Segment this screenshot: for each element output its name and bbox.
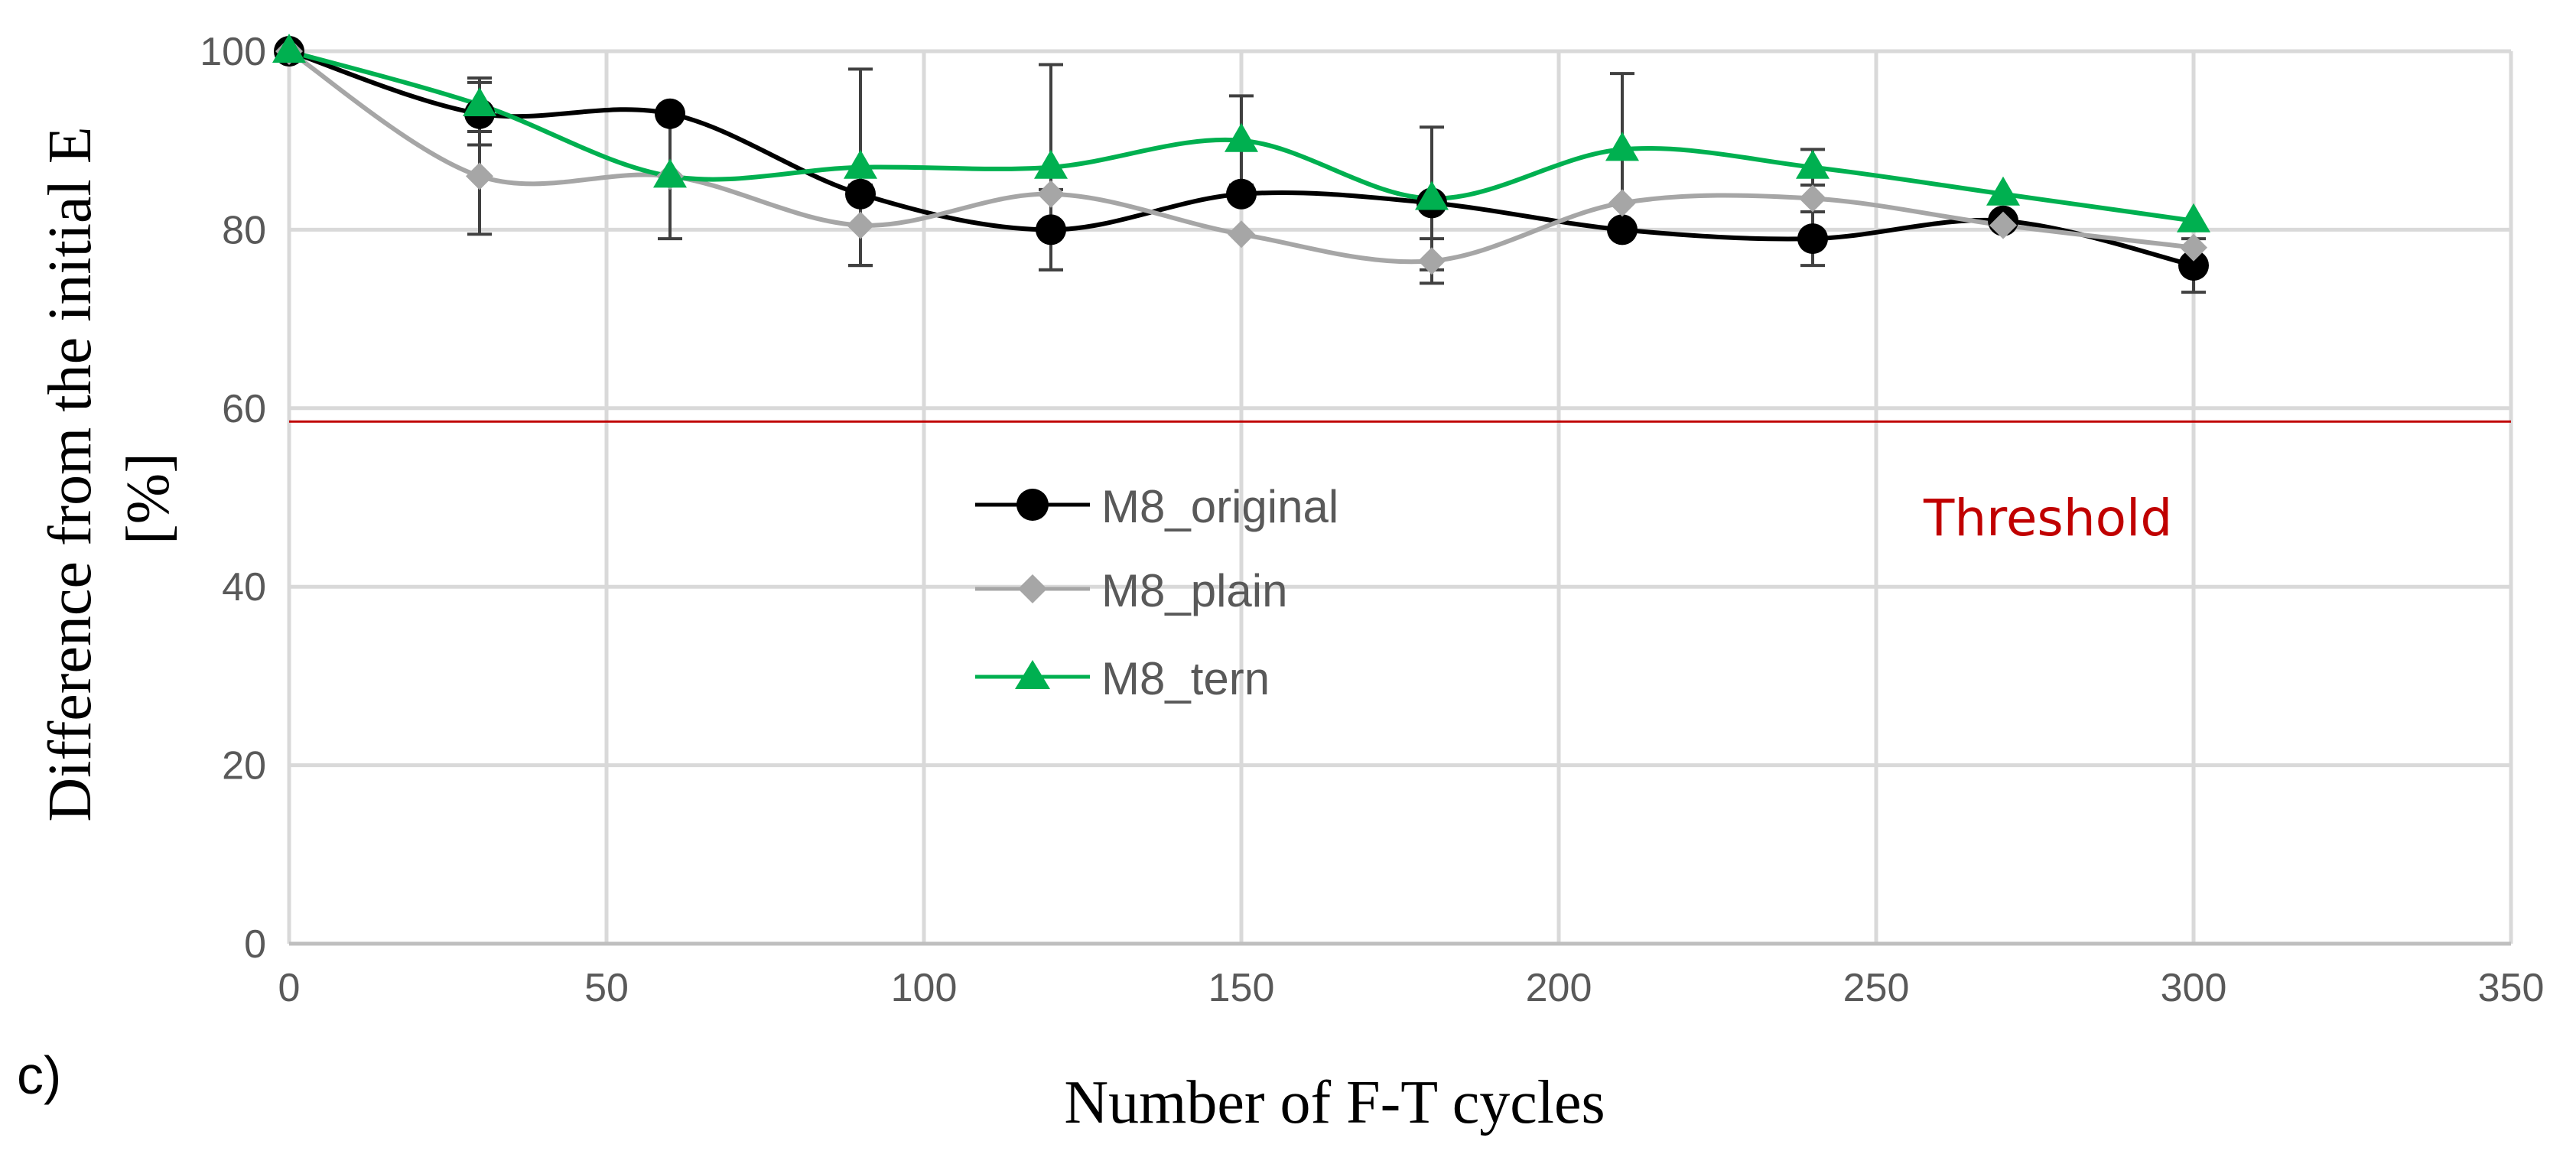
data-point-m8-original-210 (1607, 214, 1638, 245)
y-tick-label-80: 80 (222, 208, 266, 252)
x-tick-label-0: 0 (278, 966, 301, 1010)
series-line-m8-plain (288, 49, 2194, 265)
legend-item-m8-tern: M8_tern (975, 653, 1270, 704)
x-tick-label-200: 200 (1526, 966, 1592, 1010)
data-point-m8-original-150 (1226, 178, 1257, 210)
x-tick-label-350: 350 (2478, 966, 2545, 1010)
y-tick-label-20: 20 (222, 744, 266, 788)
data-point-m8-plain-300 (2180, 233, 2207, 262)
x-tick-label-100: 100 (891, 966, 958, 1010)
data-point-m8-original-120 (1036, 214, 1066, 245)
legend-item-m8-plain: M8_plain (975, 565, 1288, 616)
data-point-m8-plain-210 (1608, 189, 1636, 217)
data-point-m8-plain-270 (1989, 211, 2017, 239)
y-tick-label-40: 40 (222, 565, 266, 610)
data-point-m8-tern-180 (1415, 180, 1449, 210)
legend-label-m8-original: M8_original (1101, 481, 1338, 532)
data-point-m8-tern-60 (653, 158, 687, 188)
data-point-m8-plain-150 (1228, 220, 1255, 249)
panel-label: c) (17, 1045, 61, 1105)
data-point-m8-tern-120 (1034, 149, 1068, 179)
y-tick-label-0: 0 (244, 922, 266, 967)
data-point-m8-tern-30 (463, 87, 496, 117)
data-point-m8-plain-120 (1037, 180, 1065, 208)
x-tick-label-150: 150 (1208, 966, 1275, 1010)
x-axis-title: Number of F-T cycles (1064, 1069, 1605, 1136)
data-point-m8-tern-270 (1986, 176, 2020, 206)
data-point-m8-tern-210 (1605, 132, 1639, 161)
data-point-m8-tern-240 (1796, 149, 1830, 179)
data-point-m8-plain-180 (1418, 247, 1446, 275)
series-markers (272, 34, 2210, 281)
legend-label-m8-plain: M8_plain (1101, 565, 1288, 616)
x-tick-label-250: 250 (1843, 966, 1910, 1010)
data-point-m8-original-90 (845, 178, 876, 210)
data-point-m8-original-300 (2178, 250, 2209, 281)
y-axis-title-line1: Difference from the initial E (37, 126, 104, 821)
data-point-m8-plain-30 (466, 162, 493, 190)
data-point-m8-original-240 (1797, 223, 1828, 255)
tick-labels: 0 50 100 150 200 250 300 350 0 20 40 60 80 100 (200, 30, 2544, 1010)
data-point-m8-tern-300 (2177, 203, 2210, 232)
x-tick-label-300: 300 (2161, 966, 2227, 1010)
data-point-m8-plain-240 (1799, 184, 1826, 213)
threshold-label: Threshold (1923, 489, 2172, 548)
data-point-m8-tern-150 (1225, 122, 1258, 152)
legend: M8_original M8_plain M8_tern (975, 481, 1338, 704)
data-point-m8-original-60 (655, 98, 685, 129)
data-point-m8-tern-0 (272, 34, 306, 63)
y-axis-title-line2: [%] (115, 453, 182, 544)
legend-label-m8-tern: M8_tern (1101, 653, 1270, 704)
y-tick-label-100: 100 (200, 30, 266, 74)
y-tick-label-60: 60 (222, 387, 266, 431)
data-point-m8-tern-90 (844, 149, 877, 179)
grid (287, 49, 2513, 946)
legend-item-m8-original: M8_original (975, 481, 1338, 532)
data-point-m8-plain-90 (847, 211, 874, 239)
x-tick-label-50: 50 (584, 966, 629, 1010)
